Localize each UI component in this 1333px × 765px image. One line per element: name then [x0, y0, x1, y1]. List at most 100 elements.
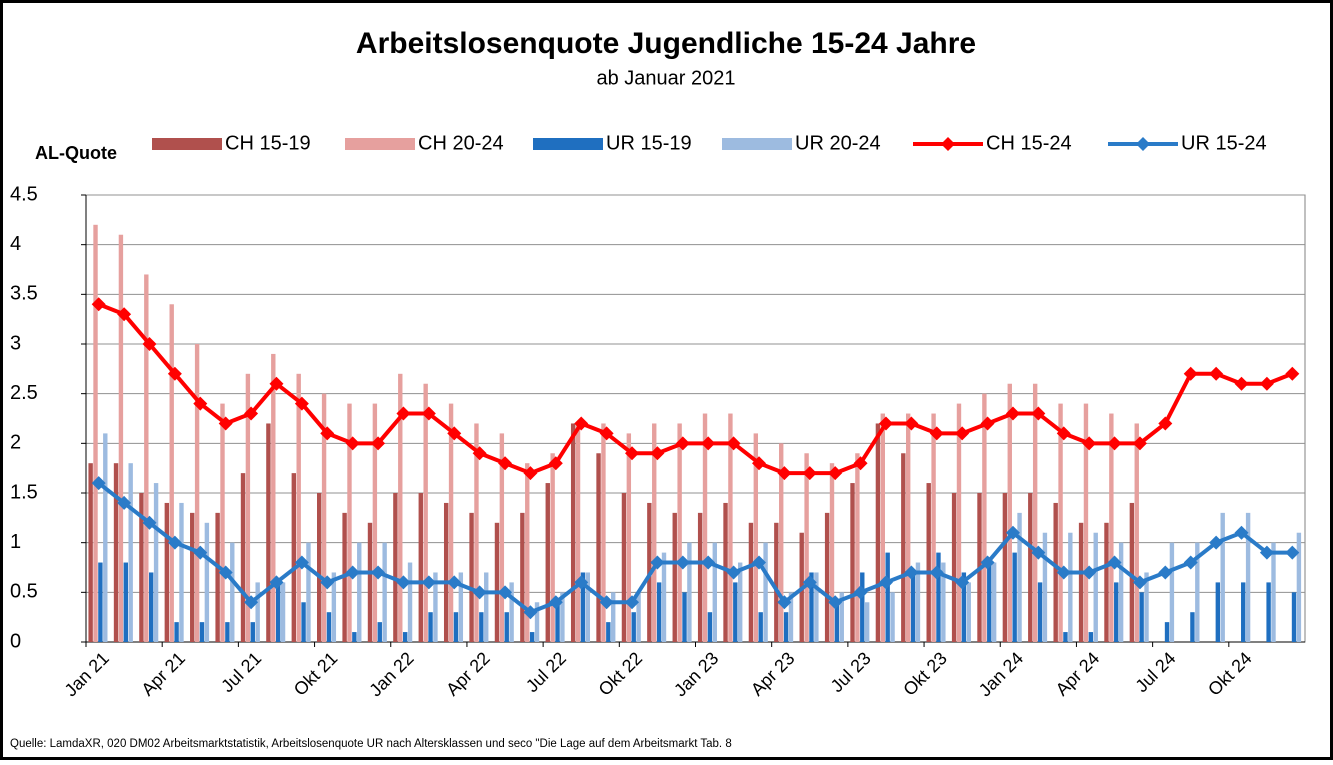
bar: [697, 512, 703, 642]
marker: [1005, 406, 1020, 421]
bar: [585, 572, 591, 642]
bar: [1028, 493, 1033, 642]
marker: [472, 585, 487, 600]
bar: [317, 493, 322, 642]
bar: [1195, 542, 1200, 642]
bar: [672, 512, 677, 642]
bar: [1215, 582, 1221, 642]
legend-label: CH 15-19: [225, 132, 311, 154]
bar: [367, 522, 373, 642]
bar: [834, 602, 840, 642]
marker: [371, 436, 386, 451]
bar: [864, 602, 870, 642]
bar: [428, 612, 433, 642]
y-tick-label: 3: [10, 332, 21, 354]
bar: [545, 483, 550, 642]
y-tick-label: 0.5: [10, 581, 38, 603]
legend-label: UR 20-24: [795, 132, 881, 154]
bar: [174, 622, 179, 642]
bar: [905, 413, 911, 642]
bar: [448, 403, 454, 642]
bar: [98, 562, 103, 642]
bar: [139, 493, 144, 642]
bar: [1037, 582, 1043, 642]
marker: [574, 416, 589, 431]
marker: [142, 515, 157, 530]
marker: [396, 575, 411, 590]
bar: [393, 493, 398, 642]
bar: [1109, 413, 1114, 642]
bar: [1118, 542, 1124, 642]
bar: [652, 423, 657, 642]
marker: [193, 545, 208, 560]
bar: [824, 512, 830, 642]
marker: [1031, 545, 1046, 560]
marker: [396, 406, 411, 421]
bar: [885, 552, 890, 642]
marker: [1158, 565, 1173, 580]
marker: [142, 337, 157, 351]
y-tick-label: 3.5: [10, 283, 38, 305]
bar: [682, 592, 687, 642]
bar: [423, 383, 428, 642]
y-axis-label: AL-Quote: [35, 143, 117, 163]
marker: [1082, 565, 1097, 580]
bar: [1220, 512, 1225, 642]
y-tick-label: 0: [10, 630, 21, 652]
bar: [723, 502, 728, 642]
marker: [269, 376, 284, 391]
marker: [904, 416, 919, 431]
marker: [1209, 535, 1224, 550]
marker: [929, 565, 944, 580]
marker: [117, 495, 132, 510]
bar: [113, 463, 119, 642]
marker: [244, 406, 259, 421]
bar: [1058, 403, 1063, 642]
bar: [570, 423, 576, 642]
marker: [498, 456, 513, 471]
bar: [677, 423, 682, 642]
bar: [215, 512, 220, 642]
bar: [225, 622, 230, 642]
marker: [371, 565, 386, 580]
bar: [382, 542, 387, 642]
legend-swatch: [152, 138, 222, 150]
marker: [701, 555, 716, 570]
marker: [548, 456, 563, 471]
marker: [777, 595, 792, 610]
bar: [1088, 632, 1094, 642]
bar: [611, 592, 616, 642]
marker: [675, 436, 690, 451]
legend-label: UR 15-19: [606, 132, 692, 154]
marker: [1056, 565, 1071, 580]
bar: [164, 502, 170, 642]
bar: [1063, 632, 1068, 642]
bar: [1266, 582, 1271, 642]
bar: [839, 592, 844, 642]
bar: [966, 582, 971, 642]
bar: [352, 632, 357, 642]
bar: [418, 493, 423, 642]
marker: [726, 565, 741, 580]
bar: [1007, 383, 1012, 642]
bar: [1053, 502, 1058, 642]
bar: [525, 463, 530, 642]
marker: [498, 585, 513, 600]
bar: [951, 493, 957, 642]
marker: [980, 555, 995, 570]
bar: [296, 373, 301, 642]
bar: [596, 453, 601, 642]
marker: [802, 466, 817, 481]
bar: [240, 473, 246, 642]
bar: [860, 572, 865, 642]
bar: [1083, 403, 1089, 642]
bar: [991, 562, 997, 642]
bar: [687, 542, 692, 642]
y-tick-label: 2.5: [10, 382, 38, 404]
bar: [443, 502, 449, 642]
marker: [574, 575, 589, 590]
marker: [91, 297, 106, 312]
legend-swatch: [722, 138, 792, 150]
bar: [1139, 592, 1144, 642]
y-tick-label: 4.5: [10, 183, 38, 205]
